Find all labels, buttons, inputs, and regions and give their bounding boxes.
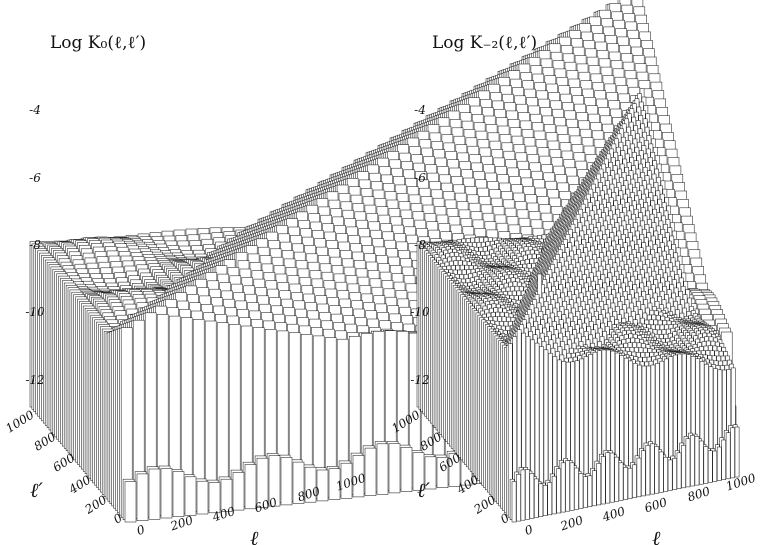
bar bbox=[280, 457, 293, 506]
bar bbox=[184, 476, 197, 516]
bar bbox=[340, 462, 353, 499]
y-tick-label: 1000 bbox=[3, 407, 37, 435]
bar bbox=[172, 471, 185, 517]
bar bbox=[316, 469, 329, 502]
bar bbox=[436, 457, 449, 488]
bar bbox=[424, 456, 437, 490]
bar bbox=[304, 466, 317, 503]
bar bbox=[124, 481, 137, 523]
bar bbox=[412, 452, 425, 491]
x-axis-label: ℓ bbox=[250, 526, 259, 545]
surface-bars bbox=[416, 88, 740, 523]
bar bbox=[196, 480, 209, 515]
x-tick-label: 800 bbox=[296, 484, 322, 505]
y-axis-label: ℓ′ bbox=[30, 478, 43, 502]
bar bbox=[364, 447, 377, 496]
panel-title: Log K₋₂(ℓ,ℓ′) bbox=[432, 33, 537, 53]
panel-title: Log K₀(ℓ,ℓ′) bbox=[50, 33, 146, 53]
bar bbox=[400, 447, 413, 492]
bar bbox=[268, 455, 281, 507]
bar bbox=[292, 461, 305, 504]
z-tick-label: -12 bbox=[25, 373, 44, 387]
bar bbox=[448, 453, 461, 487]
bar bbox=[136, 473, 149, 521]
bar bbox=[328, 468, 341, 500]
bar bbox=[208, 482, 221, 514]
bar bbox=[160, 468, 173, 519]
z-tick-label: -8 bbox=[29, 238, 41, 252]
x-tick-label: 0 bbox=[135, 522, 147, 538]
x-tick-label: 600 bbox=[253, 495, 279, 516]
z-tick-label: -6 bbox=[29, 171, 41, 185]
bar bbox=[244, 464, 257, 510]
z-tick-label: -10 bbox=[25, 305, 45, 319]
bar bbox=[220, 478, 233, 512]
bar bbox=[232, 472, 245, 511]
z-tick-label: -4 bbox=[29, 103, 41, 117]
bar bbox=[256, 457, 269, 508]
bar bbox=[376, 443, 389, 495]
bar bbox=[352, 455, 365, 498]
z-axis-ticks: -4 -6 -8 -10 -12 bbox=[25, 103, 45, 387]
panel-log-k-2: Log K₋₂(ℓ,ℓ′) -4-6-8-10-12 0200400600800… bbox=[389, 33, 758, 545]
bar bbox=[388, 443, 401, 494]
bar bbox=[148, 468, 161, 520]
